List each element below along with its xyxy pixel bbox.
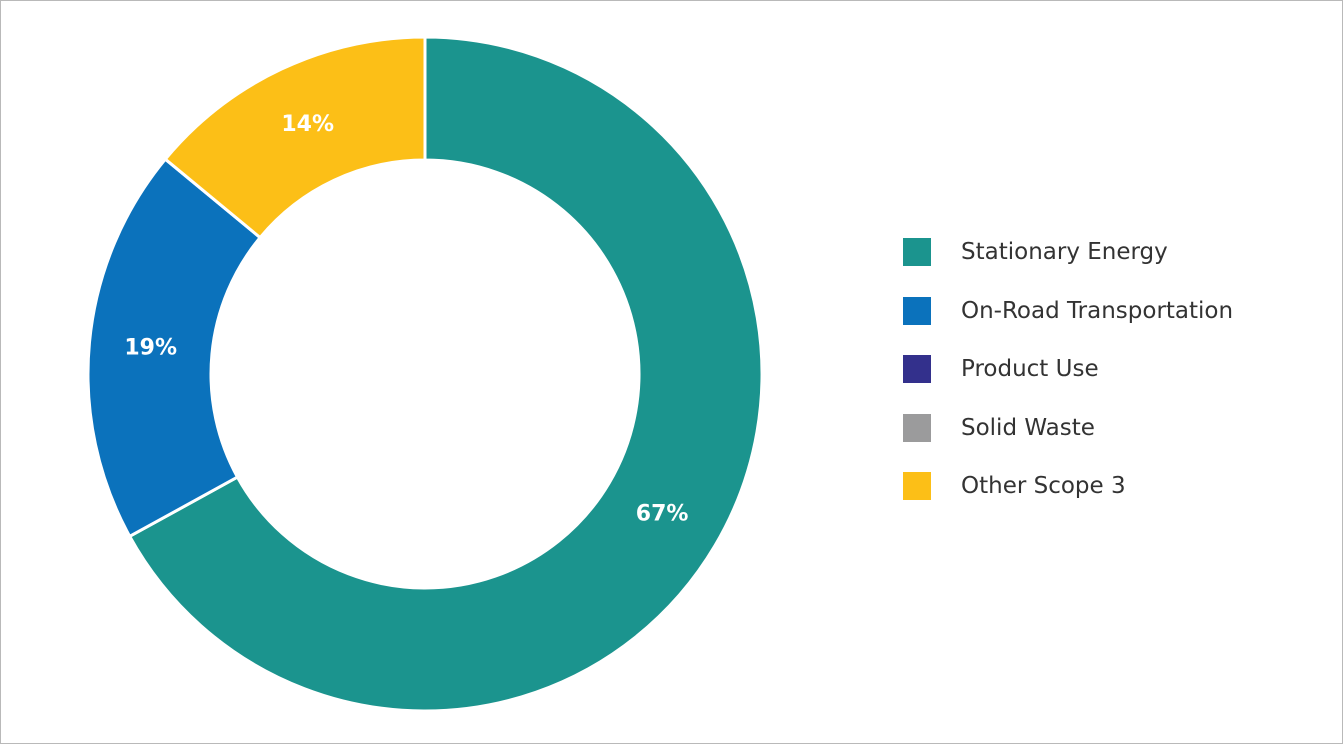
legend-item-on-road-transportation: On-Road Transportation — [903, 282, 1233, 341]
legend-item-stationary-energy: Stationary Energy — [903, 223, 1233, 282]
legend-label: On-Road Transportation — [961, 297, 1234, 324]
slice-label-on-road-transportation: 19% — [124, 336, 177, 361]
slice-stationary-energy — [128, 35, 764, 713]
slice-labels: 67% 19% 14% — [124, 112, 688, 527]
legend-item-product-use: Product Use — [903, 340, 1233, 399]
legend-item-other-scope-3: Other Scope 3 — [903, 457, 1233, 516]
legend-label: Other Scope 3 — [961, 473, 1126, 500]
slice-other-scope-3 — [163, 35, 427, 240]
slice-on-road-transportation — [86, 157, 262, 538]
legend-swatch — [903, 296, 931, 325]
legend-label: Stationary Energy — [961, 239, 1168, 266]
legend-item-solid-waste: Solid Waste — [903, 399, 1233, 458]
slice-label-other-scope-3: 14% — [281, 112, 334, 137]
legend-label: Solid Waste — [961, 414, 1095, 441]
legend-label: Product Use — [961, 356, 1099, 383]
donut-slices — [86, 35, 764, 713]
legend-swatch — [903, 238, 931, 267]
legend-swatch — [903, 472, 931, 501]
slice-label-stationary-energy: 67% — [636, 502, 689, 527]
legend-swatch — [903, 355, 931, 384]
legend-swatch — [903, 413, 931, 442]
chart-legend: Stationary Energy On-Road Transportation P… — [903, 223, 1233, 516]
